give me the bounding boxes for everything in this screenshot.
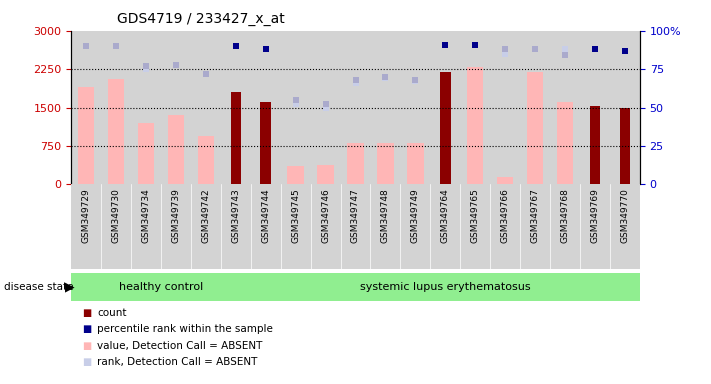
Text: GSM349747: GSM349747 <box>351 189 360 243</box>
Bar <box>341 184 370 269</box>
Bar <box>347 143 364 184</box>
Bar <box>527 72 543 184</box>
Text: ■: ■ <box>82 308 91 318</box>
Bar <box>400 31 430 184</box>
Text: GSM349770: GSM349770 <box>621 189 629 243</box>
Bar <box>460 184 490 269</box>
Bar <box>287 166 304 184</box>
Bar <box>490 184 520 269</box>
Bar <box>168 115 184 184</box>
Bar <box>520 184 550 269</box>
Bar <box>191 184 221 269</box>
Bar <box>520 31 550 184</box>
Bar <box>221 184 251 269</box>
Bar <box>467 66 483 184</box>
Bar <box>550 184 580 269</box>
Text: GSM349734: GSM349734 <box>141 189 151 243</box>
Text: healthy control: healthy control <box>119 282 203 292</box>
Bar <box>490 31 520 184</box>
Bar <box>460 31 490 184</box>
Bar <box>230 92 241 184</box>
Text: GSM349739: GSM349739 <box>171 189 181 243</box>
Bar <box>557 103 573 184</box>
Bar <box>497 177 513 184</box>
Text: GSM349748: GSM349748 <box>381 189 390 243</box>
Bar <box>131 31 161 184</box>
Bar <box>580 31 610 184</box>
Text: GSM349730: GSM349730 <box>112 189 120 243</box>
Bar <box>251 31 281 184</box>
Bar <box>580 184 610 269</box>
Text: GSM349746: GSM349746 <box>321 189 330 243</box>
Bar <box>161 184 191 269</box>
Text: GSM349743: GSM349743 <box>231 189 240 243</box>
Text: disease state: disease state <box>4 282 73 292</box>
Bar <box>610 184 640 269</box>
Bar <box>430 31 460 184</box>
Bar <box>191 31 221 184</box>
Bar <box>198 136 214 184</box>
Bar <box>138 123 154 184</box>
Text: ■: ■ <box>82 324 91 334</box>
Text: systemic lupus erythematosus: systemic lupus erythematosus <box>360 282 530 292</box>
Text: GDS4719 / 233427_x_at: GDS4719 / 233427_x_at <box>117 12 284 25</box>
Bar <box>620 108 630 184</box>
Bar <box>407 143 424 184</box>
Bar <box>400 184 430 269</box>
Text: percentile rank within the sample: percentile rank within the sample <box>97 324 273 334</box>
Text: GSM349742: GSM349742 <box>201 189 210 243</box>
Bar <box>610 31 640 184</box>
Text: GSM349745: GSM349745 <box>291 189 300 243</box>
Bar <box>378 143 394 184</box>
Bar <box>317 165 333 184</box>
Text: value, Detection Call = ABSENT: value, Detection Call = ABSENT <box>97 341 263 351</box>
Text: rank, Detection Call = ABSENT: rank, Detection Call = ABSENT <box>97 358 258 367</box>
Text: count: count <box>97 308 127 318</box>
Text: GSM349766: GSM349766 <box>501 189 510 243</box>
Bar <box>370 31 400 184</box>
Bar <box>71 273 251 301</box>
Text: GSM349749: GSM349749 <box>411 189 420 243</box>
Bar <box>101 31 131 184</box>
Bar <box>251 184 281 269</box>
Text: ■: ■ <box>82 341 91 351</box>
Bar <box>311 184 341 269</box>
Bar <box>341 31 370 184</box>
Text: GSM349768: GSM349768 <box>560 189 570 243</box>
Bar <box>161 31 191 184</box>
Bar <box>550 31 580 184</box>
Bar <box>101 184 131 269</box>
Bar <box>440 72 451 184</box>
Bar <box>131 184 161 269</box>
Bar <box>251 273 655 301</box>
Bar <box>430 184 460 269</box>
Bar <box>71 184 101 269</box>
Text: GSM349765: GSM349765 <box>471 189 480 243</box>
Bar <box>311 31 341 184</box>
Text: GSM349769: GSM349769 <box>591 189 599 243</box>
Text: GSM349767: GSM349767 <box>530 189 540 243</box>
Text: GSM349744: GSM349744 <box>261 189 270 243</box>
Bar <box>71 31 101 184</box>
Bar <box>281 31 311 184</box>
Bar <box>281 184 311 269</box>
Bar <box>108 79 124 184</box>
Text: ■: ■ <box>82 358 91 367</box>
Bar <box>589 106 600 184</box>
Bar <box>260 103 271 184</box>
Text: GSM349729: GSM349729 <box>82 189 90 243</box>
Bar <box>221 31 251 184</box>
Bar <box>370 184 400 269</box>
Text: GSM349764: GSM349764 <box>441 189 450 243</box>
Text: ▶: ▶ <box>65 281 75 294</box>
Bar <box>77 87 95 184</box>
